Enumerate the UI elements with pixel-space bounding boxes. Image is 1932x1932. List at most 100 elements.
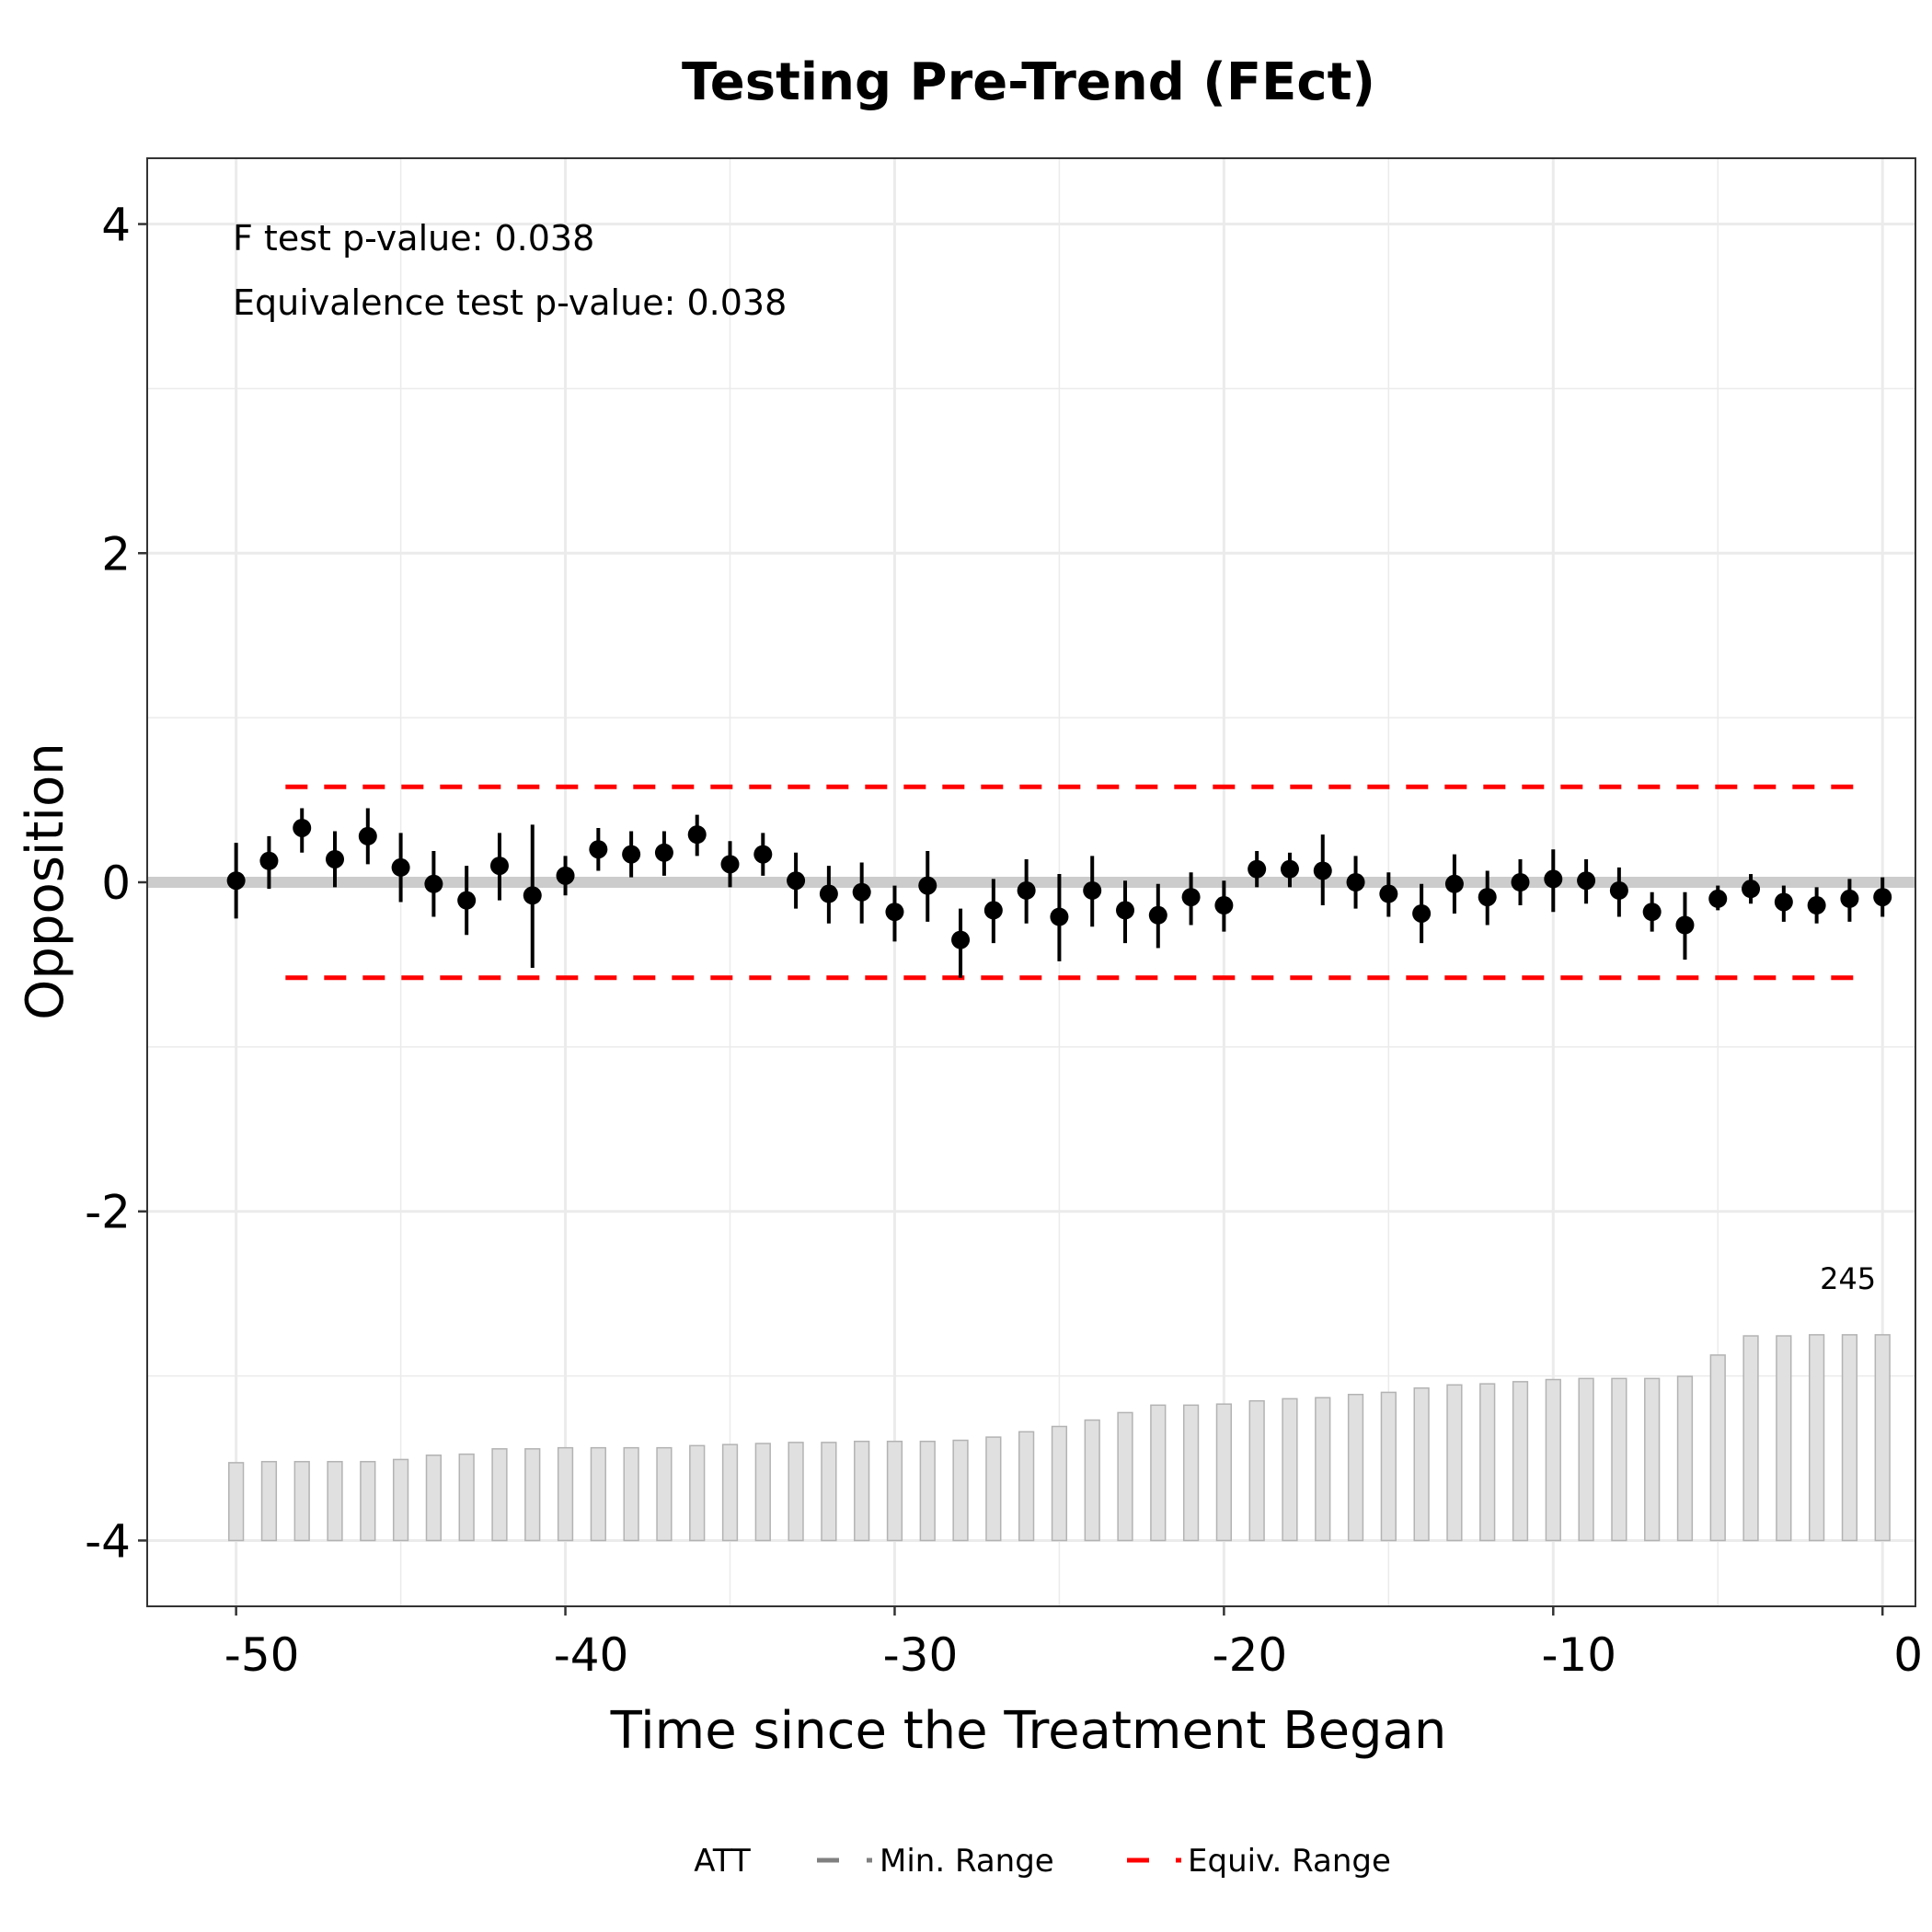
att-point <box>589 840 608 859</box>
count-bar <box>952 1439 969 1542</box>
att-point <box>523 886 542 905</box>
count-bar <box>1117 1411 1133 1542</box>
att-point <box>1379 884 1398 903</box>
count-bar <box>228 1462 245 1542</box>
count-bar <box>1611 1377 1627 1542</box>
legend-label-att: ATT <box>694 1843 751 1880</box>
att-point <box>358 826 377 845</box>
count-bar <box>360 1460 376 1542</box>
att-point <box>720 855 740 874</box>
count-bar <box>458 1453 475 1542</box>
att-point <box>326 849 345 868</box>
count-bar <box>1512 1381 1529 1542</box>
count-bar <box>491 1448 508 1542</box>
att-point <box>226 871 246 891</box>
att-point <box>1609 880 1628 900</box>
count-bar <box>754 1443 771 1542</box>
count-bar <box>1644 1377 1661 1542</box>
y-tick-label: 4 <box>101 199 131 252</box>
count-bar <box>1051 1425 1068 1542</box>
x-tick-label: -10 <box>1541 1628 1616 1682</box>
x-tick-label: -30 <box>883 1628 959 1682</box>
count-bar <box>854 1440 870 1542</box>
att-point <box>1642 903 1662 922</box>
att-point <box>622 845 641 864</box>
count-bar <box>1742 1335 1759 1542</box>
att-point <box>1444 874 1464 893</box>
count-bar <box>1248 1399 1265 1542</box>
y-tick-label: 2 <box>101 527 131 581</box>
att-point <box>687 825 707 845</box>
count-bar <box>327 1460 343 1542</box>
att-point <box>1840 889 1859 908</box>
att-point <box>819 884 838 903</box>
count-bar <box>1479 1383 1496 1542</box>
count-bar <box>1315 1397 1331 1542</box>
att-point <box>1116 901 1135 920</box>
att-point <box>852 882 871 902</box>
x-axis: -50 -40 -30 -20 -10 0 <box>224 1606 1923 1682</box>
x-tick-label: -40 <box>554 1628 629 1682</box>
att-point <box>259 851 279 870</box>
att-point <box>983 901 1003 920</box>
count-bar <box>557 1446 574 1542</box>
count-bar <box>1446 1384 1463 1542</box>
att-point <box>1248 859 1267 879</box>
count-bar <box>1545 1378 1561 1542</box>
equivalence-range-lines <box>285 784 1869 981</box>
count-bar <box>656 1446 673 1542</box>
x-tick-label: 0 <box>1893 1628 1923 1682</box>
legend-label-equiv-range: Equiv. Range <box>1188 1843 1391 1880</box>
count-bar <box>1084 1419 1100 1542</box>
att-points <box>226 818 1892 949</box>
count-bar <box>590 1446 606 1542</box>
att-point <box>1280 859 1299 879</box>
att-point <box>1083 880 1102 900</box>
count-bar <box>788 1442 804 1542</box>
att-point <box>391 857 410 877</box>
att-point <box>293 818 312 837</box>
y-axis: -4 -2 0 2 4 <box>85 199 147 1568</box>
att-point <box>1742 880 1761 899</box>
count-label: 245 <box>1820 1261 1876 1296</box>
legend: ATT Min. Range Equiv. Range <box>694 1843 1391 1880</box>
count-bar <box>1018 1431 1035 1542</box>
att-point <box>1511 873 1530 891</box>
count-bar <box>985 1436 1002 1542</box>
y-tick-label: -2 <box>85 1186 131 1239</box>
att-point <box>1774 892 1793 912</box>
att-point <box>1148 905 1167 925</box>
att-point <box>1050 907 1069 926</box>
count-bar <box>1809 1334 1825 1542</box>
count-bar <box>392 1458 409 1542</box>
count-bar <box>1709 1354 1726 1542</box>
count-bar <box>524 1448 541 1542</box>
f-test-annotation: F test p-value: 0.038 <box>233 218 594 259</box>
att-point <box>753 845 773 864</box>
att-point <box>1873 888 1892 907</box>
count-bar <box>1841 1334 1858 1542</box>
att-point <box>1181 888 1201 907</box>
count-bar <box>1150 1404 1167 1542</box>
y-tick-label: -4 <box>85 1514 131 1568</box>
att-point <box>951 930 971 949</box>
count-bar <box>1182 1404 1200 1542</box>
count-bar <box>1676 1375 1694 1542</box>
x-axis-label: Time since the Treatment Began <box>610 1701 1447 1761</box>
att-point <box>1412 903 1432 923</box>
att-point <box>1478 888 1497 907</box>
count-bar <box>721 1443 739 1542</box>
att-point <box>1017 880 1036 900</box>
count-bar <box>1380 1391 1397 1542</box>
att-point <box>654 843 673 862</box>
y-tick-label: 0 <box>101 857 131 910</box>
count-bars <box>228 1334 1891 1542</box>
att-point <box>1577 871 1596 891</box>
legend-label-min-range: Min. Range <box>880 1843 1054 1880</box>
att-point <box>1214 896 1234 915</box>
x-tick-label: -50 <box>224 1628 300 1682</box>
att-point <box>1708 889 1728 908</box>
att-point <box>1346 873 1365 891</box>
att-point <box>556 866 575 885</box>
